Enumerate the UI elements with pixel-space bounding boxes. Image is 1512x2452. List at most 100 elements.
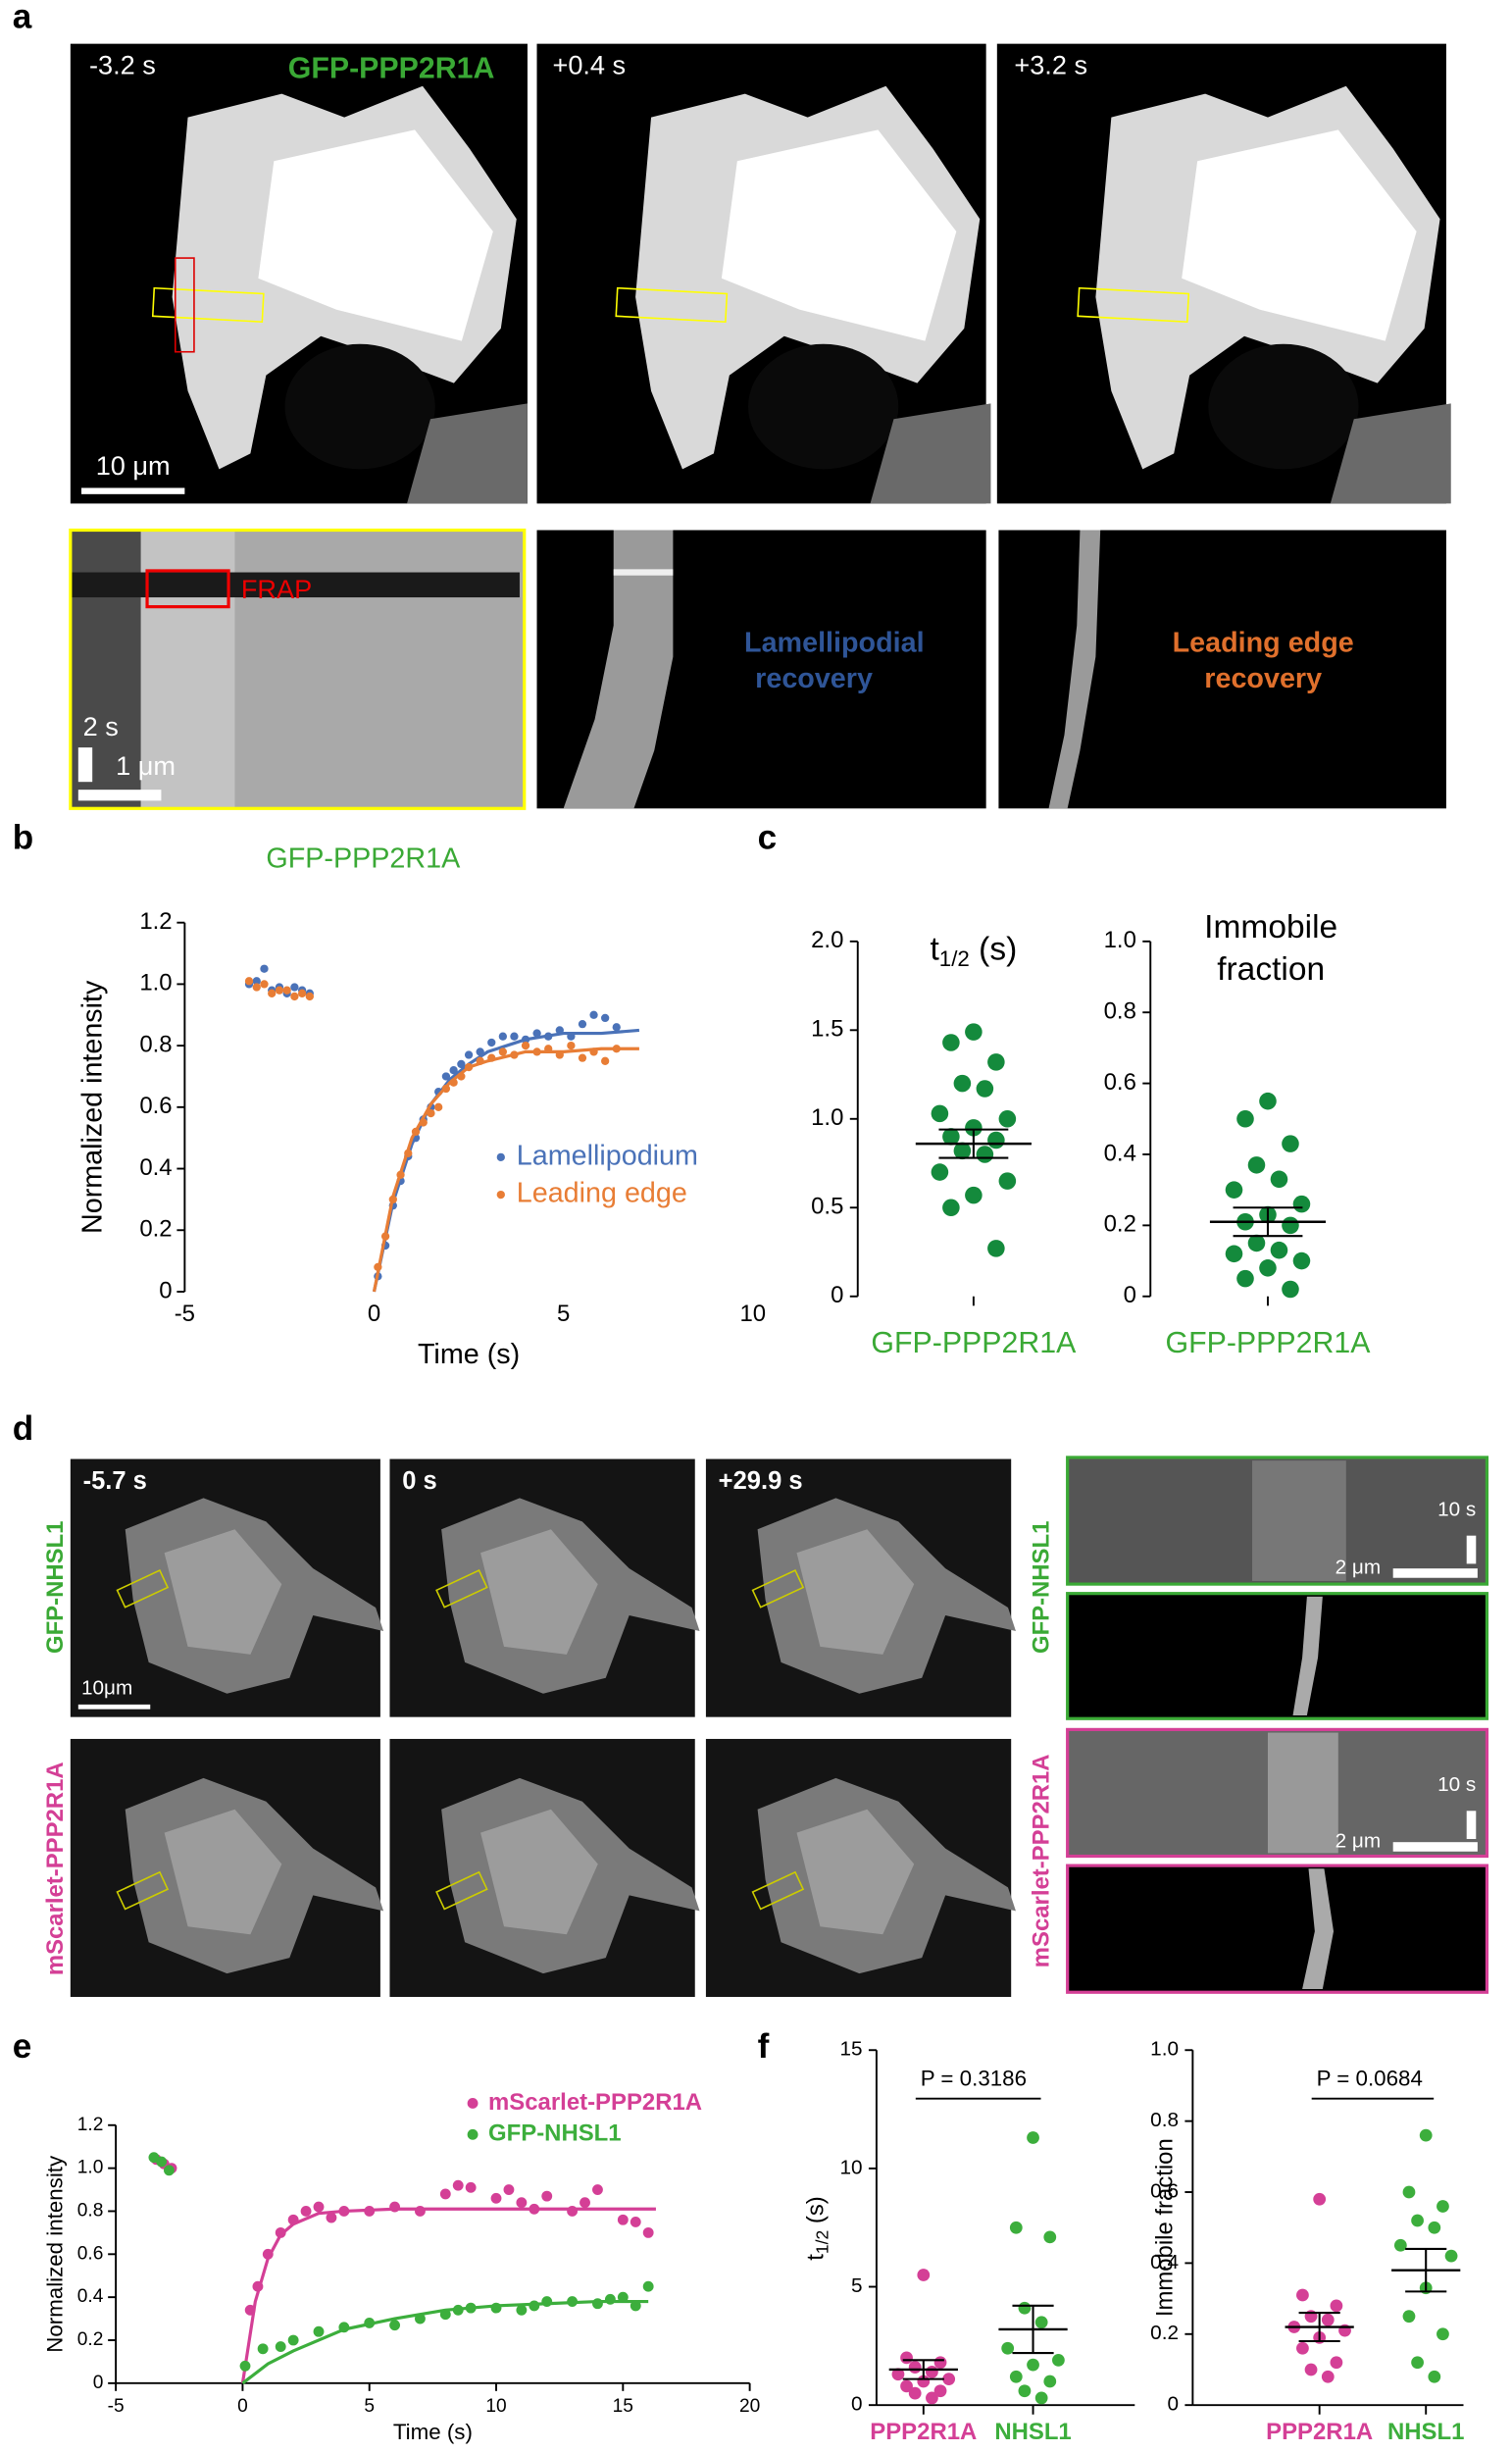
error-bar bbox=[1233, 1206, 1303, 1238]
data-point bbox=[589, 1010, 598, 1019]
p-value: P = 0.3186 bbox=[921, 2066, 1027, 2090]
data-point bbox=[976, 1146, 994, 1163]
y-tick-label: 0 bbox=[93, 2373, 104, 2393]
data-point bbox=[1225, 1181, 1243, 1199]
data-point bbox=[439, 2309, 451, 2321]
chart-title: GFP-PPP2R1A bbox=[266, 843, 461, 875]
data-point bbox=[1034, 2391, 1048, 2405]
data-point bbox=[476, 1047, 484, 1056]
legend-label: Leading edge bbox=[517, 1178, 687, 1209]
roi bbox=[435, 1870, 488, 1911]
data-point bbox=[1282, 1216, 1299, 1235]
data-point bbox=[987, 1053, 1005, 1071]
data-point bbox=[1292, 1252, 1311, 1270]
legend-marker bbox=[496, 1152, 505, 1161]
data-point bbox=[411, 1127, 421, 1137]
legend-marker bbox=[467, 2098, 479, 2109]
data-point bbox=[490, 2302, 502, 2314]
data-point bbox=[290, 983, 299, 992]
space-bar bbox=[1392, 1568, 1478, 1578]
data-point bbox=[510, 1050, 519, 1059]
data-point bbox=[252, 2280, 264, 2292]
data-point bbox=[1247, 1234, 1266, 1252]
data-point bbox=[1225, 1245, 1243, 1263]
y-tick-label: 0.8 bbox=[1150, 2109, 1179, 2131]
data-point bbox=[404, 1149, 413, 1158]
data-point bbox=[290, 992, 299, 1001]
kymo-stripe bbox=[563, 530, 674, 809]
data-point bbox=[1009, 2221, 1023, 2234]
space-bar bbox=[77, 790, 162, 801]
data-point bbox=[1402, 2185, 1416, 2199]
data-point bbox=[541, 2190, 553, 2202]
data-point bbox=[521, 1035, 530, 1044]
chart-title: Immobile bbox=[1204, 909, 1337, 945]
data-point bbox=[998, 1172, 1017, 1190]
data-point bbox=[1411, 2214, 1424, 2227]
data-point bbox=[374, 1262, 382, 1272]
data-point bbox=[965, 1023, 983, 1041]
data-point bbox=[998, 1110, 1017, 1128]
data-point bbox=[1296, 2288, 1309, 2302]
data-point bbox=[1330, 2299, 1343, 2313]
data-point bbox=[487, 1053, 496, 1062]
y-tick-label: 0 bbox=[1124, 1282, 1136, 1308]
kymo-region bbox=[1267, 1732, 1338, 1854]
time-label: +0.4 s bbox=[552, 50, 626, 80]
data-point bbox=[252, 977, 261, 986]
data-point bbox=[917, 2269, 931, 2281]
y-tick-label: 1.0 bbox=[139, 970, 172, 996]
data-point bbox=[617, 2291, 629, 2303]
data-point bbox=[1001, 2341, 1015, 2355]
y-tick-label: 0 bbox=[1167, 2393, 1179, 2416]
panel-d-images: -5.7 s 0 s +29.9 s 10μm GFP-NHSL1 mScarl… bbox=[42, 1456, 1489, 1998]
data-point bbox=[389, 2201, 401, 2213]
roi bbox=[615, 286, 729, 323]
scale-label: 10μm bbox=[81, 1676, 132, 1699]
data-point bbox=[612, 1023, 621, 1032]
data-point bbox=[388, 1195, 397, 1204]
fit-line bbox=[240, 2207, 656, 2384]
data-point bbox=[529, 2300, 540, 2312]
legend-label: GFP-NHSL1 bbox=[488, 2120, 622, 2147]
data-point bbox=[1282, 1135, 1299, 1152]
data-point bbox=[338, 2206, 350, 2217]
data-point bbox=[1292, 1195, 1311, 1213]
data-point bbox=[630, 2300, 641, 2312]
panel-letter: b bbox=[13, 818, 33, 856]
data-point bbox=[338, 2322, 350, 2333]
data-point bbox=[364, 2206, 376, 2217]
data-point bbox=[287, 2334, 299, 2346]
data-point bbox=[364, 2318, 376, 2328]
data-point bbox=[1034, 2316, 1048, 2329]
kymo-row-label: mScarlet-PPP2R1A bbox=[1028, 1754, 1054, 1967]
data-point bbox=[260, 964, 269, 973]
x-tick-label: -5 bbox=[108, 2396, 125, 2417]
data-point bbox=[617, 2214, 629, 2225]
time-bar bbox=[1466, 1811, 1477, 1839]
data-point bbox=[544, 1045, 553, 1053]
data-point bbox=[287, 2214, 299, 2225]
data-point bbox=[300, 2206, 312, 2217]
roi bbox=[751, 1870, 805, 1911]
y-axis-label: Normalized intensity bbox=[76, 980, 108, 1234]
data-point bbox=[516, 2304, 528, 2316]
data-point bbox=[933, 2384, 947, 2398]
data-point bbox=[1043, 2375, 1057, 2388]
data-point bbox=[490, 2192, 502, 2204]
time-label: -3.2 s bbox=[89, 50, 156, 80]
y-tick-label: 10 bbox=[839, 2156, 862, 2178]
kymo-stripe bbox=[1048, 530, 1101, 809]
error-bar bbox=[1405, 2247, 1447, 2293]
data-point bbox=[1027, 2358, 1039, 2372]
data-point bbox=[578, 1020, 587, 1029]
x-axis-label: Time (s) bbox=[418, 1339, 520, 1370]
error-bar bbox=[1012, 2304, 1054, 2355]
frap-roi bbox=[174, 257, 195, 353]
data-point bbox=[953, 1074, 972, 1093]
data-point bbox=[1436, 2327, 1449, 2341]
data-point bbox=[465, 2181, 477, 2193]
x-tick-label: 0 bbox=[368, 1301, 380, 1327]
x-tick-label: NHSL1 bbox=[1387, 2419, 1464, 2445]
y-tick-label: 0.8 bbox=[77, 2201, 104, 2222]
